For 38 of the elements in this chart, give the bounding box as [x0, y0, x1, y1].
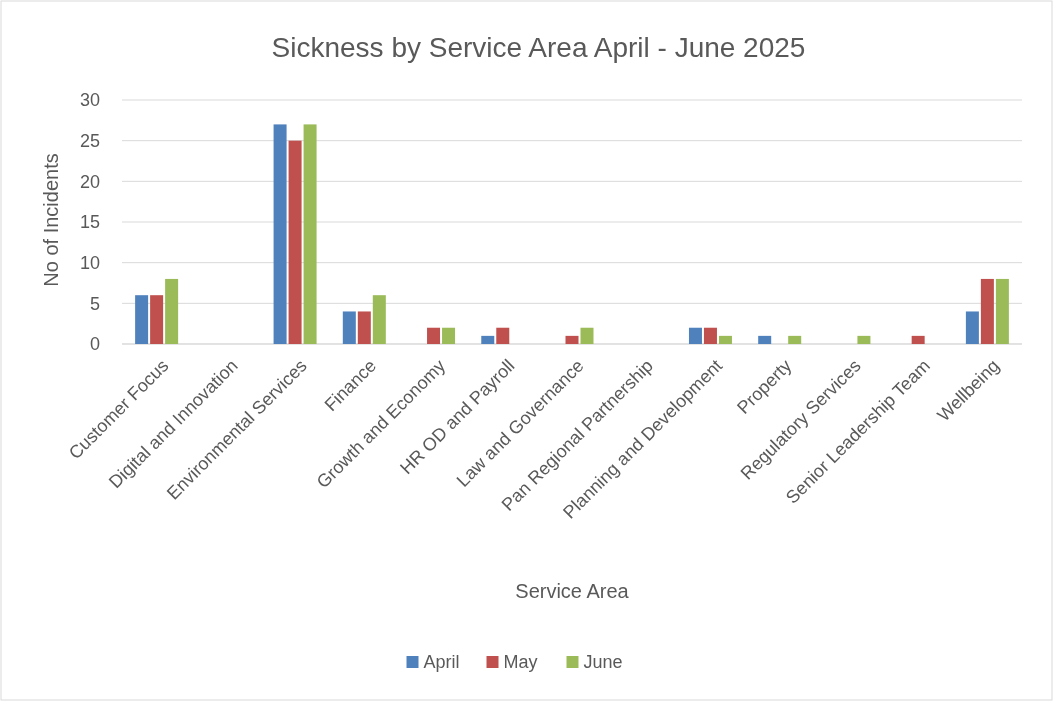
bar [965, 311, 979, 344]
legend-label: May [503, 652, 538, 673]
bar [758, 335, 772, 344]
y-tick-label: 10 [79, 252, 100, 273]
bar [273, 124, 287, 344]
bar [442, 327, 456, 344]
bar [165, 278, 179, 344]
bar [980, 278, 994, 344]
y-tick-label: 30 [79, 90, 100, 111]
bar [288, 140, 302, 344]
y-tick-label: 25 [79, 130, 100, 151]
x-axis-title: Service Area [515, 580, 630, 602]
bar [580, 327, 594, 344]
legend-label: June [583, 652, 623, 673]
chart-title: Sickness by Service Area April - June 2025 [271, 32, 806, 63]
bar [496, 327, 510, 344]
bar [911, 335, 925, 344]
bar [718, 335, 732, 344]
y-axis-title: No of Incidents [40, 153, 62, 287]
bar [857, 335, 871, 344]
y-tick-label: 5 [89, 293, 100, 314]
bar [565, 335, 579, 344]
y-tick-label: 0 [89, 334, 100, 355]
bar [357, 311, 371, 344]
bar [688, 327, 702, 344]
bar [372, 295, 386, 344]
bar [342, 311, 356, 344]
y-tick-label: 15 [79, 212, 100, 233]
bar [481, 335, 495, 344]
bar [703, 327, 717, 344]
y-tick-label: 20 [79, 171, 100, 192]
bar [303, 124, 317, 344]
legend-label: April [423, 652, 460, 673]
bar [788, 335, 802, 344]
bar [995, 278, 1009, 344]
bar [135, 295, 149, 344]
bar [150, 295, 164, 344]
bar [427, 327, 441, 344]
